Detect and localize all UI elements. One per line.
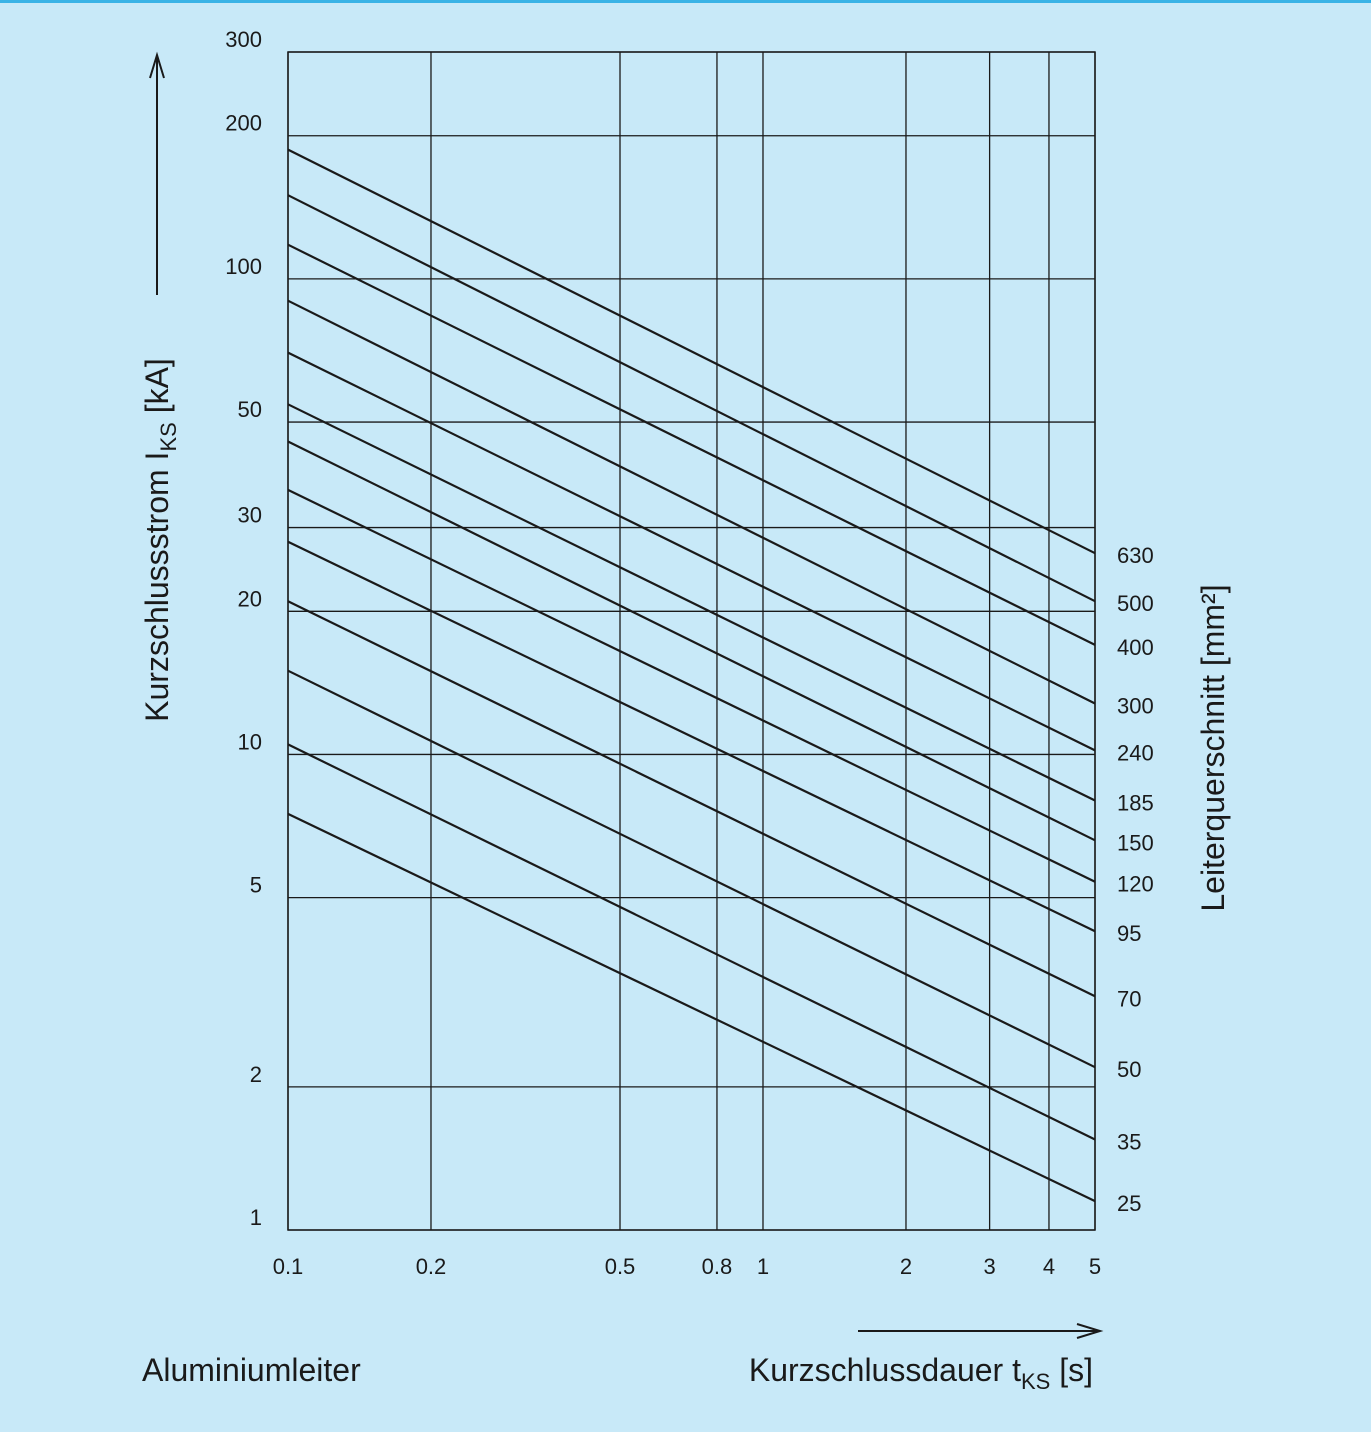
series-label-150: 150 [1117, 830, 1154, 855]
series-line-630 [287, 148, 1096, 555]
series-line-50 [287, 669, 1096, 1069]
series-label-35: 35 [1117, 1129, 1141, 1154]
conductor-material-note: Aluminiumleiter [142, 1352, 361, 1388]
x-tick-label-2: 2 [900, 1254, 912, 1279]
series-line-150 [287, 440, 1096, 842]
series-line-300 [287, 299, 1096, 705]
x-tick-label-5: 5 [1089, 1254, 1101, 1279]
y-tick-label-2: 2 [250, 1062, 262, 1087]
series-line-240 [287, 351, 1096, 752]
plot-frame [287, 51, 1096, 1231]
series-line-120 [287, 488, 1096, 883]
x-tick-label-3: 3 [983, 1254, 995, 1279]
series-label-240: 240 [1117, 740, 1154, 765]
y-tick-label-1: 1 [250, 1205, 262, 1230]
y-tick-label-100: 100 [225, 254, 262, 279]
y-axis-title: Kurzschlussstrom IKS [kA] [139, 358, 181, 722]
y-tick-label-50: 50 [238, 397, 262, 422]
series-label-50: 50 [1117, 1057, 1141, 1082]
y-tick-label-10: 10 [238, 729, 262, 754]
x-tick-label-0.2: 0.2 [416, 1254, 447, 1279]
series-label-70: 70 [1117, 986, 1141, 1011]
y-tick-label-5: 5 [250, 873, 262, 898]
series-label-630: 630 [1117, 543, 1154, 568]
series-line-185 [287, 403, 1096, 802]
y-tick-label-30: 30 [238, 503, 262, 528]
x-tick-labels: 0.1 0.2 0.5 0.8 1 2 3 4 5 [273, 1254, 1101, 1279]
y-tick-label-200: 200 [225, 111, 262, 136]
y-tick-label-300: 300 [225, 27, 262, 52]
top-rule [0, 0, 1371, 3]
series-line-95 [287, 540, 1096, 933]
right-axis-title: Leiterquerschnitt [mm²] [1195, 584, 1231, 911]
x-tick-label-0.5: 0.5 [605, 1254, 636, 1279]
x-tick-label-4: 4 [1043, 1254, 1055, 1279]
series-line-400 [287, 243, 1096, 646]
series-lines [287, 148, 1096, 1203]
x-axis-arrow-head [1076, 1323, 1104, 1339]
series-line-500 [287, 194, 1096, 603]
grid [287, 51, 1096, 1231]
series-label-95: 95 [1117, 921, 1141, 946]
x-axis-title: Kurzschlussdauer tKS [s] [749, 1352, 1093, 1394]
series-label-25: 25 [1117, 1191, 1141, 1216]
series-line-35 [287, 743, 1096, 1141]
x-tick-label-0.8: 0.8 [702, 1254, 733, 1279]
y-axis-arrow-head [149, 51, 165, 79]
y-tick-label-20: 20 [238, 586, 262, 611]
x-axis-arrow [858, 1323, 1104, 1339]
y-axis-title-group: Kurzschlussstrom IKS [kA] [139, 51, 181, 722]
x-tick-label-1: 1 [757, 1254, 769, 1279]
series-label-185: 185 [1117, 791, 1154, 816]
series-label-300: 300 [1117, 693, 1154, 718]
y-tick-labels: 1 2 5 10 20 30 50 100 200 300 [225, 27, 262, 1230]
series-line-70 [287, 600, 1096, 998]
series-label-500: 500 [1117, 591, 1154, 616]
series-labels: 630 500 400 300 240 185 150 120 95 70 50 35 25 [1117, 543, 1154, 1216]
x-tick-label-0.1: 0.1 [273, 1254, 304, 1279]
series-label-120: 120 [1117, 872, 1154, 897]
series-label-400: 400 [1117, 635, 1154, 660]
series-line-25 [287, 812, 1096, 1203]
